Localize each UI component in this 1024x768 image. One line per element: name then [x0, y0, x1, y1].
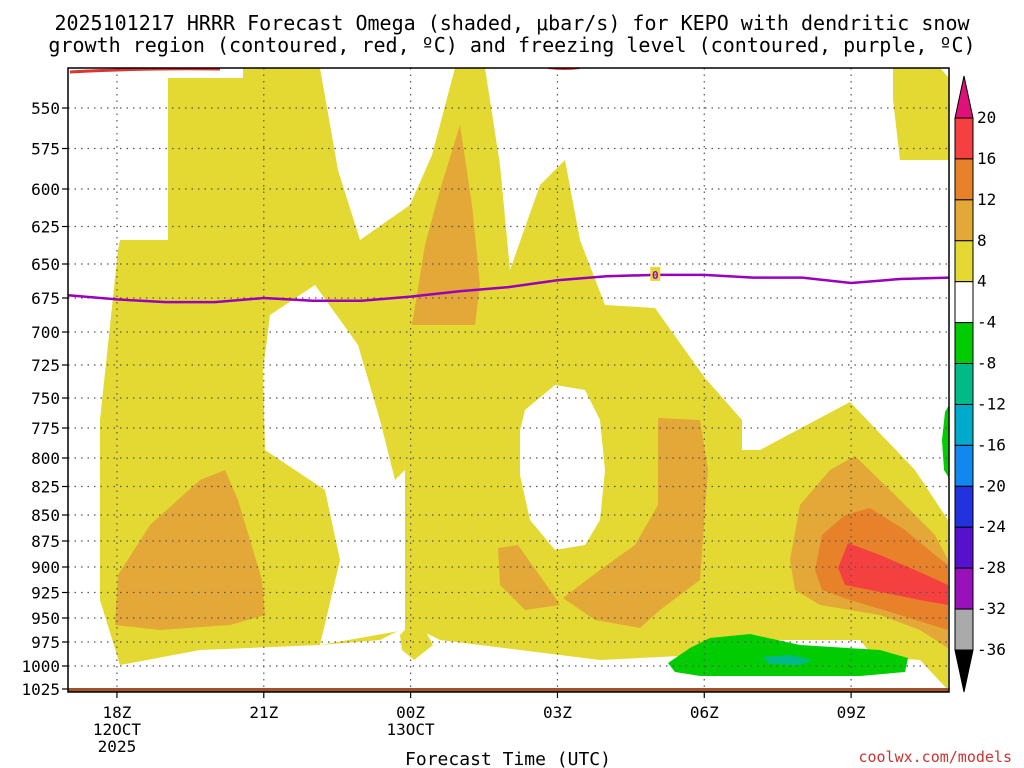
- y-tick-label-19: 1025: [21, 680, 60, 699]
- y-tick-label-1: 575: [31, 140, 60, 159]
- y-tick-label-2: 600: [31, 180, 60, 199]
- freezing-level-label-bg: [650, 266, 661, 281]
- dsgz-contour-left: [69, 68, 221, 74]
- omega-4-8-blob-00z: [400, 622, 433, 660]
- omega-8-12-region-06z: [563, 418, 708, 628]
- omega-4-8-region-main: [100, 68, 948, 690]
- y-tick-label-17: 975: [31, 633, 60, 652]
- colorbar-segment-4-8: [954, 240, 974, 283]
- x-tick-label-0-line-3: 2025: [98, 737, 137, 756]
- colorbar-label-1: 16: [977, 149, 996, 168]
- x-tick-label-0-line-1: 18Z: [102, 703, 131, 722]
- y-tick-label-3: 625: [31, 218, 60, 237]
- colorbar-segment-neg12-neg8: [954, 363, 974, 405]
- omega-4-8-region-top-right: [893, 68, 949, 160]
- freezing-level-label: 0: [652, 269, 659, 282]
- colorbar-segment-neg4-4: [954, 281, 974, 324]
- x-tick-label-2-line-1: 00Z: [396, 703, 425, 722]
- credit-text: coolwx.com/models: [858, 748, 1012, 766]
- y-tick-label-10: 800: [31, 449, 60, 468]
- y-tick-label-0: 550: [31, 99, 60, 118]
- colorbar-segment-neg28-neg24: [954, 526, 974, 569]
- colorbar-label-4: 4: [977, 272, 987, 291]
- y-tick-label-16: 950: [31, 609, 60, 628]
- colorbar-label-8: -16: [977, 435, 1006, 454]
- colorbar-label-9: -20: [977, 476, 1006, 495]
- chart-title-line-2: growth region (contoured, red, ºC) and f…: [48, 33, 975, 57]
- colorbar-segment-12-16: [954, 158, 974, 201]
- colorbar-segment-neg24-neg20: [954, 485, 974, 528]
- colorbar-segment-neg32-neg28: [954, 567, 974, 610]
- omega-neutral-hole-03z: [520, 385, 605, 550]
- freezing-level-line: [68, 273, 949, 304]
- plot-area: 0: [68, 68, 949, 692]
- chart-title-line-1: 2025101217 HRRR Forecast Omega (shaded, …: [54, 11, 970, 35]
- colorbar-under-triangle: [954, 649, 974, 693]
- colorbar-label-6: -8: [977, 354, 996, 373]
- colorbar-segment-neg16-neg12: [954, 403, 974, 446]
- x-tick-label-1-line-1: 21Z: [249, 703, 278, 722]
- ground-strip: [68, 688, 949, 692]
- y-tick-label-11: 825: [31, 478, 60, 497]
- omega-8-12-region-18z: [115, 470, 265, 630]
- x-tick-label-2-line-2: 13OCT: [387, 720, 436, 739]
- x-tick-label-0-line-2: 12OCT: [93, 720, 142, 739]
- colorbar-label-12: -32: [977, 599, 1006, 618]
- y-tick-label-5: 675: [31, 289, 60, 308]
- y-tick-label-8: 750: [31, 389, 60, 408]
- colorbar-segment-16-20: [954, 117, 974, 160]
- x-tick-label-5-line-1: 09Z: [837, 703, 866, 722]
- colorbar: 20 16 12 8 4 -4 -8 -12 -16 -20 -24 -28 -32 -36: [954, 75, 1006, 693]
- y-tick-label-9: 775: [31, 419, 60, 438]
- colorbar-label-5: -4: [977, 313, 996, 332]
- colorbar-segment-8-12: [954, 199, 974, 242]
- y-tick-label-15: 925: [31, 584, 60, 603]
- colorbar-label-2: 12: [977, 190, 996, 209]
- plot-frame: [67, 67, 950, 693]
- y-tick-label-13: 875: [31, 532, 60, 551]
- y-tick-label-18: 1000: [21, 657, 60, 676]
- colorbar-label-10: -24: [977, 517, 1006, 536]
- omega-neutral-hole-21z: [263, 285, 405, 645]
- colorbar-segment-neg36-neg32: [954, 608, 974, 651]
- y-tick-label-7: 725: [31, 356, 60, 375]
- colorbar-segment-neg8-neg4: [954, 322, 974, 365]
- colorbar-segment-neg20-neg16: [954, 444, 974, 487]
- colorbar-label-13: -36: [977, 640, 1006, 659]
- x-tick-label-3-line-1: 03Z: [543, 703, 572, 722]
- omega-neg-8-12-spot-bottom: [762, 655, 812, 665]
- x-tick-label-4-line-1: 06Z: [690, 703, 719, 722]
- colorbar-label-11: -28: [977, 558, 1006, 577]
- grid-lines: [68, 68, 949, 692]
- x-axis-title: Forecast Time (UTC): [405, 749, 611, 768]
- omega-neg-4-8-region-right: [942, 405, 949, 478]
- colorbar-label-0: 20: [977, 108, 996, 127]
- colorbar-label-3: 8: [977, 231, 987, 250]
- y-tick-label-14: 900: [31, 558, 60, 577]
- omega-16-20-region-09z: [838, 543, 948, 605]
- omega-8-12-region-02z: [498, 545, 560, 610]
- colorbar-over-triangle: [954, 75, 974, 119]
- y-tick-label-12: 850: [31, 506, 60, 525]
- y-tick-label-4: 650: [31, 255, 60, 274]
- colorbar-label-7: -12: [977, 394, 1006, 413]
- y-tick-label-6: 700: [31, 323, 60, 342]
- omega-8-12-region-upper: [412, 125, 480, 325]
